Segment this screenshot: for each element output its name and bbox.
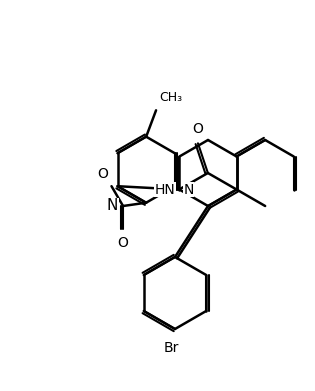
Text: Br: Br — [163, 341, 179, 355]
Text: O: O — [98, 167, 108, 181]
Text: O: O — [117, 236, 129, 250]
Text: CH₃: CH₃ — [159, 91, 182, 104]
Text: N: N — [183, 183, 194, 197]
Text: O: O — [192, 122, 203, 136]
Text: HN: HN — [154, 183, 175, 197]
Text: N: N — [107, 199, 118, 213]
